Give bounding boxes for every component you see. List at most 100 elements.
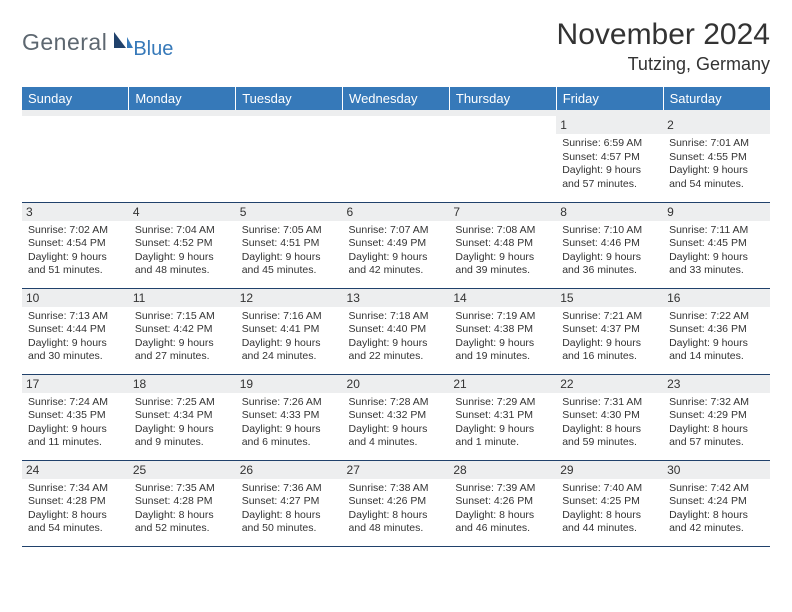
day-cell: 15Sunrise: 7:21 AMSunset: 4:37 PMDayligh…: [556, 288, 663, 374]
sunrise-text: Sunrise: 7:07 AM: [349, 224, 444, 238]
daylight-text: Daylight: 8 hours and 48 minutes.: [349, 509, 444, 536]
daylight-text: Daylight: 9 hours and 48 minutes.: [135, 251, 230, 278]
day-info: Sunrise: 7:38 AMSunset: 4:26 PMDaylight:…: [349, 482, 444, 537]
day-number: 6: [343, 203, 450, 221]
day-cell: 30Sunrise: 7:42 AMSunset: 4:24 PMDayligh…: [663, 460, 770, 546]
day-cell: 14Sunrise: 7:19 AMSunset: 4:38 PMDayligh…: [449, 288, 556, 374]
sunrise-text: Sunrise: 7:38 AM: [349, 482, 444, 496]
day-cell: [22, 116, 129, 202]
day-cell: 5Sunrise: 7:05 AMSunset: 4:51 PMDaylight…: [236, 202, 343, 288]
sunset-text: Sunset: 4:41 PM: [242, 323, 337, 337]
daylight-text: Daylight: 9 hours and 9 minutes.: [135, 423, 230, 450]
dayname-sun: Sunday: [22, 87, 129, 110]
sunset-text: Sunset: 4:31 PM: [455, 409, 550, 423]
day-info: Sunrise: 7:01 AMSunset: 4:55 PMDaylight:…: [669, 137, 764, 192]
sunset-text: Sunset: 4:32 PM: [349, 409, 444, 423]
sunrise-text: Sunrise: 7:04 AM: [135, 224, 230, 238]
day-number: 17: [22, 375, 129, 393]
day-cell: 26Sunrise: 7:36 AMSunset: 4:27 PMDayligh…: [236, 460, 343, 546]
day-cell: 7Sunrise: 7:08 AMSunset: 4:48 PMDaylight…: [449, 202, 556, 288]
daylight-text: Daylight: 9 hours and 14 minutes.: [669, 337, 764, 364]
brand-name-2: Blue: [133, 38, 173, 61]
day-number: 8: [556, 203, 663, 221]
daylight-text: Daylight: 9 hours and 1 minute.: [455, 423, 550, 450]
day-info: Sunrise: 7:22 AMSunset: 4:36 PMDaylight:…: [669, 310, 764, 365]
day-info: Sunrise: 7:34 AMSunset: 4:28 PMDaylight:…: [28, 482, 123, 537]
day-cell: 27 Sunrise: 7:38 AMSunset: 4:26 PMDayligh…: [343, 460, 450, 546]
calendar-row: 3Sunrise: 7:02 AMSunset: 4:54 PMDaylight…: [22, 202, 770, 288]
sunset-text: Sunset: 4:38 PM: [455, 323, 550, 337]
calendar-row: 10Sunrise: 7:13 AMSunset: 4:44 PMDayligh…: [22, 288, 770, 374]
day-number: 30: [663, 461, 770, 479]
day-info: Sunrise: 7:04 AMSunset: 4:52 PMDaylight:…: [135, 224, 230, 279]
day-info: Sunrise: 7:31 AMSunset: 4:30 PMDaylight:…: [562, 396, 657, 451]
day-cell: 9Sunrise: 7:11 AMSunset: 4:45 PMDaylight…: [663, 202, 770, 288]
day-number: 16: [663, 289, 770, 307]
day-number: 13: [343, 289, 450, 307]
sunset-text: Sunset: 4:42 PM: [135, 323, 230, 337]
daylight-text: Daylight: 9 hours and 24 minutes.: [242, 337, 337, 364]
sunset-text: Sunset: 4:26 PM: [349, 495, 444, 509]
sunset-text: Sunset: 4:46 PM: [562, 237, 657, 251]
sunrise-text: Sunrise: 7:34 AM: [28, 482, 123, 496]
day-info: Sunrise: 7:32 AMSunset: 4:29 PMDaylight:…: [669, 396, 764, 451]
sunrise-text: Sunrise: 7:15 AM: [135, 310, 230, 324]
sunrise-text: Sunrise: 7:21 AM: [562, 310, 657, 324]
dayname-thu: Thursday: [449, 87, 556, 110]
daylight-text: Daylight: 8 hours and 42 minutes.: [669, 509, 764, 536]
day-info: Sunrise: 7:35 AMSunset: 4:28 PMDaylight:…: [135, 482, 230, 537]
brand-name-1: General: [22, 29, 107, 56]
day-info: Sunrise: 7:16 AMSunset: 4:41 PMDaylight:…: [242, 310, 337, 365]
day-number: 28: [449, 461, 556, 479]
day-info: Sunrise: 7:07 AMSunset: 4:49 PMDaylight:…: [349, 224, 444, 279]
sunrise-text: Sunrise: 6:59 AM: [562, 137, 657, 151]
daylight-text: Daylight: 9 hours and 30 minutes.: [28, 337, 123, 364]
sail-icon: [112, 30, 134, 55]
day-number: 25: [129, 461, 236, 479]
calendar-table: Sunday Monday Tuesday Wednesday Thursday…: [22, 87, 770, 547]
day-cell: [236, 116, 343, 202]
daylight-text: Daylight: 8 hours and 57 minutes.: [669, 423, 764, 450]
day-number: 12: [236, 289, 343, 307]
day-number: 26: [236, 461, 343, 479]
sunrise-text: Sunrise: 7:08 AM: [455, 224, 550, 238]
dayname-row: Sunday Monday Tuesday Wednesday Thursday…: [22, 87, 770, 110]
day-number: 18: [129, 375, 236, 393]
day-cell: 21Sunrise: 7:29 AMSunset: 4:31 PMDayligh…: [449, 374, 556, 460]
day-number: 11: [129, 289, 236, 307]
calendar-row: 1Sunrise: 6:59 AMSunset: 4:57 PMDaylight…: [22, 116, 770, 202]
sunrise-text: Sunrise: 7:10 AM: [562, 224, 657, 238]
daylight-text: Daylight: 8 hours and 52 minutes.: [135, 509, 230, 536]
day-number: 23: [663, 375, 770, 393]
daylight-text: Daylight: 9 hours and 57 minutes.: [562, 164, 657, 191]
sunset-text: Sunset: 4:29 PM: [669, 409, 764, 423]
day-number: 7: [449, 203, 556, 221]
sunrise-text: Sunrise: 7:39 AM: [455, 482, 550, 496]
day-number: 3: [22, 203, 129, 221]
day-info: Sunrise: 7:21 AMSunset: 4:37 PMDaylight:…: [562, 310, 657, 365]
day-cell: 28Sunrise: 7:39 AMSunset: 4:26 PMDayligh…: [449, 460, 556, 546]
daylight-text: Daylight: 8 hours and 46 minutes.: [455, 509, 550, 536]
day-cell: 1Sunrise: 6:59 AMSunset: 4:57 PMDaylight…: [556, 116, 663, 202]
day-number: 21: [449, 375, 556, 393]
dayname-fri: Friday: [556, 87, 663, 110]
title-area: November 2024 Tutzing, Germany: [557, 18, 770, 75]
day-number: 27: [343, 461, 450, 479]
daylight-text: Daylight: 9 hours and 45 minutes.: [242, 251, 337, 278]
day-cell: 6 Sunrise: 7:07 AMSunset: 4:49 PMDaylight…: [343, 202, 450, 288]
day-number: 4: [129, 203, 236, 221]
daylight-text: Daylight: 9 hours and 11 minutes.: [28, 423, 123, 450]
sunset-text: Sunset: 4:44 PM: [28, 323, 123, 337]
sunrise-text: Sunrise: 7:36 AM: [242, 482, 337, 496]
sunrise-text: Sunrise: 7:05 AM: [242, 224, 337, 238]
day-cell: 29Sunrise: 7:40 AMSunset: 4:25 PMDayligh…: [556, 460, 663, 546]
day-cell: 11 Sunrise: 7:15 AMSunset: 4:42 PMDayligh…: [129, 288, 236, 374]
sunrise-text: Sunrise: 7:32 AM: [669, 396, 764, 410]
day-cell: 12 Sunrise: 7:16 AMSunset: 4:41 PMDayligh…: [236, 288, 343, 374]
sunset-text: Sunset: 4:54 PM: [28, 237, 123, 251]
day-number: 10: [22, 289, 129, 307]
sunset-text: Sunset: 4:33 PM: [242, 409, 337, 423]
day-info: Sunrise: 7:15 AMSunset: 4:42 PMDaylight:…: [135, 310, 230, 365]
sunrise-text: Sunrise: 7:19 AM: [455, 310, 550, 324]
location-label: Tutzing, Germany: [557, 54, 770, 75]
